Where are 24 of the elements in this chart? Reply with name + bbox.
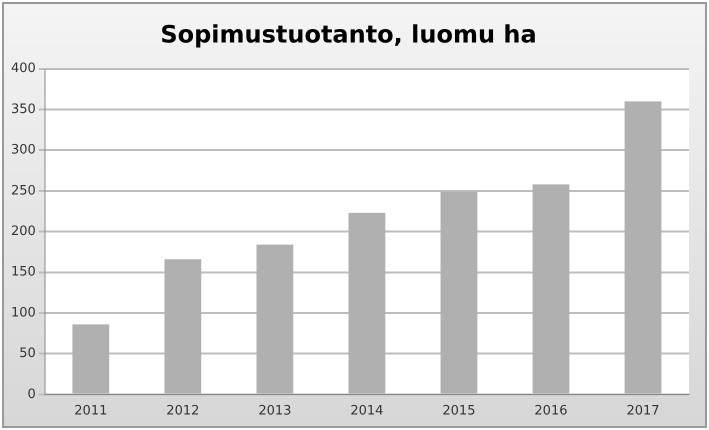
x-tick-label: 2014 <box>350 404 384 419</box>
x-tick-label: 2015 <box>442 404 476 419</box>
bar <box>532 184 570 394</box>
y-tick-label: 150 <box>10 264 36 280</box>
bar <box>348 212 386 394</box>
bar <box>256 244 294 394</box>
y-tick-label: 100 <box>10 305 36 320</box>
x-tick-label: 2012 <box>166 404 200 419</box>
y-tick-label: 250 <box>10 183 36 198</box>
x-tick-label: 2017 <box>626 404 660 419</box>
y-tick-label: 200 <box>10 224 36 239</box>
y-tick-label: 50 <box>19 346 36 362</box>
x-tick-label: 2013 <box>258 404 292 419</box>
bar <box>164 259 202 394</box>
bar <box>440 192 478 394</box>
bar <box>72 324 110 394</box>
y-tick-label: 350 <box>10 102 36 117</box>
chart-title: Sopimustuotanto, luomu ha <box>160 20 537 49</box>
bar <box>624 101 662 394</box>
y-tick-label: 0 <box>28 386 36 402</box>
y-tick-label: 400 <box>10 61 36 76</box>
x-tick-label: 2011 <box>74 404 108 419</box>
y-tick-label: 300 <box>10 142 36 158</box>
x-tick-label: 2016 <box>534 404 568 419</box>
